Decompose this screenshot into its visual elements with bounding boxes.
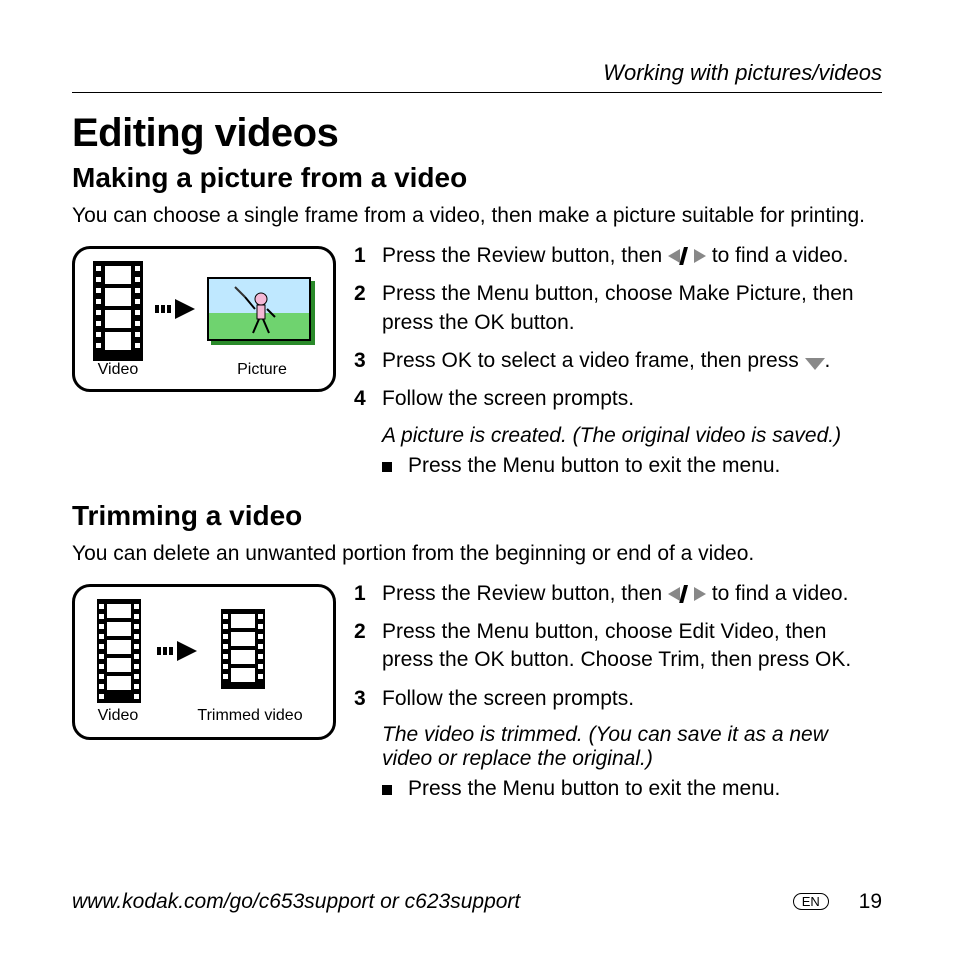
step: 2 Press the Menu button, choose Make Pic… bbox=[354, 280, 882, 337]
arrow-right-icon bbox=[155, 299, 195, 319]
step-number: 3 bbox=[354, 685, 372, 713]
step-pre: Press the Review button, then bbox=[382, 244, 668, 267]
section2-exit-note: Press the Menu button to exit the menu. bbox=[382, 777, 882, 801]
exit-note-text: Press the Menu button to exit the menu. bbox=[408, 454, 780, 478]
filmstrip-icon bbox=[93, 261, 143, 361]
step-post: . bbox=[825, 349, 831, 372]
section2-title: Trimming a video bbox=[72, 500, 882, 532]
square-bullet-icon bbox=[382, 462, 392, 472]
step: 4 Follow the screen prompts. bbox=[354, 385, 882, 413]
step-number: 2 bbox=[354, 618, 372, 675]
page: Working with pictures/videos Editing vid… bbox=[0, 0, 954, 954]
section1-diagram: Video Picture bbox=[72, 246, 336, 392]
arrow-right-icon bbox=[157, 641, 197, 661]
step: 1 Press the Review button, then to find … bbox=[354, 580, 882, 608]
page-footer: www.kodak.com/go/c653support or c623supp… bbox=[72, 890, 882, 914]
section1-exit-note: Press the Menu button to exit the menu. bbox=[382, 454, 882, 478]
section2-steps: 1 Press the Review button, then to find … bbox=[354, 580, 882, 801]
left-right-arrow-icon bbox=[668, 585, 706, 603]
diagram-video-label: Video bbox=[93, 361, 143, 379]
square-bullet-icon bbox=[382, 785, 392, 795]
step: 3 Press OK to select a video frame, then… bbox=[354, 347, 882, 375]
filmstrip-icon bbox=[97, 599, 141, 703]
section2-body: Video Trimmed video 1 Press the Review b… bbox=[72, 580, 882, 801]
filmstrip-short-icon bbox=[221, 609, 265, 689]
step-post: to find a video. bbox=[706, 582, 848, 605]
diagram-trimmed-label: Trimmed video bbox=[185, 707, 315, 725]
step-text: Press OK to select a video frame, then p… bbox=[382, 347, 882, 375]
step-number: 2 bbox=[354, 280, 372, 337]
step-pre: Press the Review button, then bbox=[382, 582, 668, 605]
step-text: Press the Menu button, choose Make Pictu… bbox=[382, 280, 882, 337]
section2-result: The video is trimmed. (You can save it a… bbox=[382, 723, 882, 771]
section1-title: Making a picture from a video bbox=[72, 162, 882, 194]
step-text: Press the Menu button, choose Edit Video… bbox=[382, 618, 882, 675]
section1-result: A picture is created. (The original vide… bbox=[382, 424, 882, 448]
step-number: 3 bbox=[354, 347, 372, 375]
step-number: 4 bbox=[354, 385, 372, 413]
lang-chip: EN bbox=[793, 893, 829, 910]
step-text: Follow the screen prompts. bbox=[382, 685, 882, 713]
footer-url: www.kodak.com/go/c653support or c623supp… bbox=[72, 890, 520, 914]
step-number: 1 bbox=[354, 580, 372, 608]
diagram-picture-label: Picture bbox=[217, 361, 307, 379]
diagram-video-label: Video bbox=[93, 707, 143, 725]
step-pre: Press OK to select a video frame, then p… bbox=[382, 349, 805, 372]
exit-note-text: Press the Menu button to exit the menu. bbox=[408, 777, 780, 801]
section2-diagram: Video Trimmed video bbox=[72, 584, 336, 740]
footer-right: EN 19 bbox=[793, 890, 882, 914]
section1-body: Video Picture 1 Press the Review button,… bbox=[72, 242, 882, 478]
section2-intro: You can delete an unwanted portion from … bbox=[72, 542, 882, 566]
picture-icon bbox=[207, 277, 315, 345]
step: 1 Press the Review button, then to find … bbox=[354, 242, 882, 270]
page-title: Editing videos bbox=[72, 111, 882, 156]
step: 2 Press the Menu button, choose Edit Vid… bbox=[354, 618, 882, 675]
running-head: Working with pictures/videos bbox=[72, 60, 882, 93]
step-post: to find a video. bbox=[706, 244, 848, 267]
page-number: 19 bbox=[859, 890, 882, 913]
step-number: 1 bbox=[354, 242, 372, 270]
step-text: Press the Review button, then to find a … bbox=[382, 580, 882, 608]
step-text: Follow the screen prompts. bbox=[382, 385, 882, 413]
section1-intro: You can choose a single frame from a vid… bbox=[72, 204, 882, 228]
step: 3 Follow the screen prompts. bbox=[354, 685, 882, 713]
left-right-arrow-icon bbox=[668, 247, 706, 265]
down-arrow-icon bbox=[805, 356, 825, 370]
step-text: Press the Review button, then to find a … bbox=[382, 242, 882, 270]
section1-steps: 1 Press the Review button, then to find … bbox=[354, 242, 882, 478]
